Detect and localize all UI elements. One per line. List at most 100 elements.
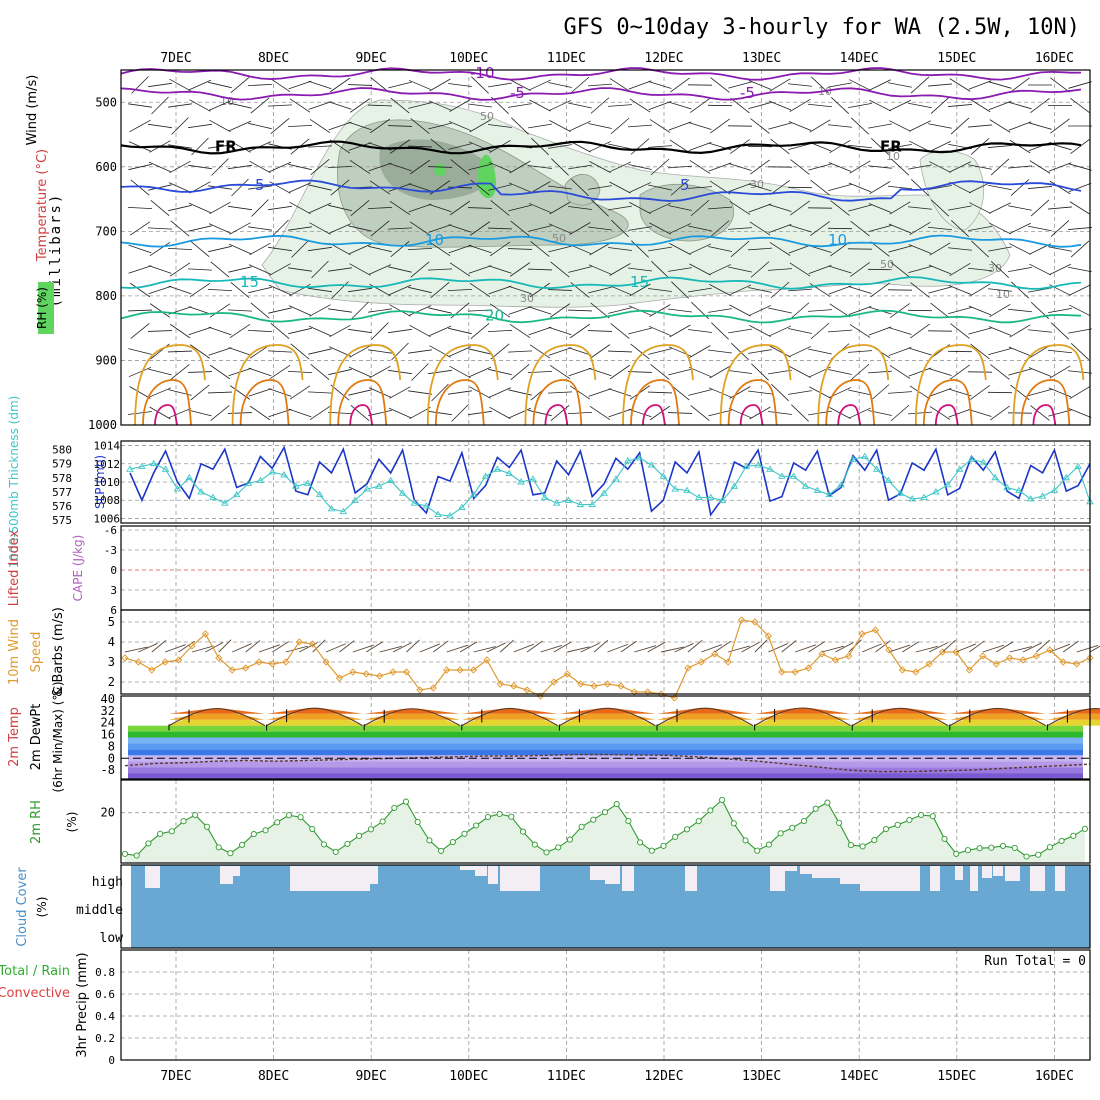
wind-barb bbox=[432, 640, 449, 653]
upper-wind-barb bbox=[368, 409, 392, 417]
upper-wind-barb bbox=[327, 411, 353, 415]
pressure-tick-label: 900 bbox=[95, 353, 117, 367]
pressure-tick-label: 500 bbox=[95, 95, 117, 109]
upper-wind-barb bbox=[431, 383, 449, 402]
upper-wind-barb bbox=[628, 327, 652, 335]
upper-wind-barb bbox=[427, 166, 453, 168]
upper-wind-barb bbox=[928, 286, 952, 294]
upper-wind-barb bbox=[1008, 101, 1032, 110]
precip-tick-label: 0.6 bbox=[95, 988, 115, 1001]
wind-tick-label: 3 bbox=[108, 655, 115, 669]
upper-wind-barb bbox=[488, 184, 512, 191]
upper-wind-barb bbox=[568, 206, 592, 210]
rh2m-point bbox=[426, 837, 433, 844]
upper-wind-barb bbox=[1048, 308, 1072, 313]
isotherm-25 bbox=[329, 344, 402, 426]
upper-wind-barb bbox=[171, 117, 189, 135]
rh2m-point bbox=[367, 826, 374, 833]
upper-wind-barb bbox=[468, 163, 492, 171]
rh2m-point bbox=[531, 841, 538, 848]
cape-label: CAPE (J/kg) bbox=[71, 535, 85, 602]
upper-wind-barb bbox=[231, 178, 249, 197]
upper-wind-barb bbox=[670, 77, 690, 93]
temp-line bbox=[266, 707, 363, 727]
upper-wind-barb bbox=[489, 406, 511, 420]
cloud-gap bbox=[1030, 866, 1045, 891]
upper-wind-barb bbox=[588, 83, 612, 87]
upper-wind-barb bbox=[668, 101, 692, 110]
upper-wind-barb bbox=[270, 117, 290, 135]
upper-wind-barb bbox=[988, 348, 1012, 355]
upper-wind-barb bbox=[551, 158, 569, 176]
temp-hill-band bbox=[1047, 713, 1100, 720]
upper-wind-barb bbox=[487, 329, 513, 333]
upper-wind-barb bbox=[711, 322, 729, 340]
upper-wind-barb bbox=[508, 407, 532, 419]
temp-tick-label: 0 bbox=[108, 751, 115, 765]
upper-wind-barb bbox=[428, 122, 452, 130]
upper-wind-barb bbox=[908, 367, 932, 377]
upper-wind-barb bbox=[789, 366, 811, 378]
thickness-point bbox=[635, 454, 644, 461]
upper-wind-barb bbox=[229, 140, 251, 153]
upper-wind-barb bbox=[528, 326, 552, 336]
rh2m-point bbox=[754, 847, 761, 854]
thickness-point bbox=[173, 485, 182, 492]
isotherm-35 bbox=[1032, 404, 1057, 426]
upper-wind-barb bbox=[549, 303, 571, 318]
wind-speed-point bbox=[362, 670, 370, 678]
cape-li-panel: -6 -3 0 3 6 Lifted Index CAPE (J/kg) bbox=[7, 524, 1091, 617]
upper-wind-barb bbox=[669, 243, 691, 255]
thickness-tick-label: 576 bbox=[52, 500, 72, 513]
thickness-point bbox=[493, 465, 502, 472]
temp-band bbox=[128, 761, 1083, 768]
thickness-point bbox=[315, 490, 324, 498]
upper-wind-barb bbox=[910, 179, 930, 196]
upper-wind-barb bbox=[1068, 163, 1092, 171]
upper-wind-barb bbox=[267, 350, 293, 353]
wind-barb bbox=[942, 639, 956, 653]
upper-wind-barb bbox=[408, 305, 432, 316]
upper-wind-barb bbox=[789, 262, 811, 277]
wind-speed-point bbox=[349, 668, 357, 676]
upper-wind-barb bbox=[928, 123, 952, 129]
isotherm-25 bbox=[719, 344, 792, 426]
upper-wind-barb bbox=[388, 284, 412, 296]
upper-wind-barb bbox=[228, 164, 252, 170]
upper-wind-barb bbox=[708, 349, 732, 354]
upper-wind-barb bbox=[390, 97, 410, 114]
upper-wind-barb bbox=[788, 346, 812, 357]
upper-wind-barb bbox=[990, 364, 1010, 380]
upper-wind-barb bbox=[148, 161, 172, 173]
upper-wind-barb bbox=[607, 350, 633, 353]
upper-wind-barb bbox=[808, 309, 832, 312]
upper-wind-barb bbox=[310, 158, 330, 176]
precip-panel: 0 0.2 0.4 0.6 0.8 Run Total = 0 Total / Rain Co… bbox=[0, 949, 1091, 1067]
upper-wind-barb bbox=[268, 388, 292, 397]
upper-wind-barb bbox=[588, 123, 612, 129]
upper-wind-barb bbox=[888, 144, 912, 149]
wind-speed-point bbox=[443, 666, 451, 674]
upper-wind-barb bbox=[870, 138, 890, 155]
upper-wind-barb bbox=[608, 284, 632, 296]
isotherm-label: FR bbox=[880, 137, 902, 155]
upper-wind-barb bbox=[990, 405, 1010, 421]
thickness-point bbox=[600, 489, 608, 496]
upper-wind-barb bbox=[631, 240, 649, 258]
upper-wind-barb bbox=[928, 185, 952, 190]
cloud-gap bbox=[930, 866, 940, 891]
upper-wind-barb bbox=[187, 268, 213, 271]
upper-wind-barb bbox=[570, 76, 590, 94]
upper-wind-barb bbox=[647, 391, 673, 394]
upper-wind-barb bbox=[467, 309, 493, 312]
upper-wind-barb bbox=[1068, 328, 1092, 334]
upper-wind-barb bbox=[470, 322, 490, 340]
upper-wind-barb bbox=[968, 80, 992, 90]
cloud-gap bbox=[770, 866, 785, 891]
upper-wind-barb bbox=[308, 184, 332, 191]
upper-wind-barb bbox=[929, 406, 951, 420]
wind-speed-point bbox=[711, 650, 719, 658]
upper-wind-barb bbox=[627, 371, 653, 373]
upper-wind-barb bbox=[248, 388, 272, 397]
wind-barb bbox=[258, 644, 280, 653]
